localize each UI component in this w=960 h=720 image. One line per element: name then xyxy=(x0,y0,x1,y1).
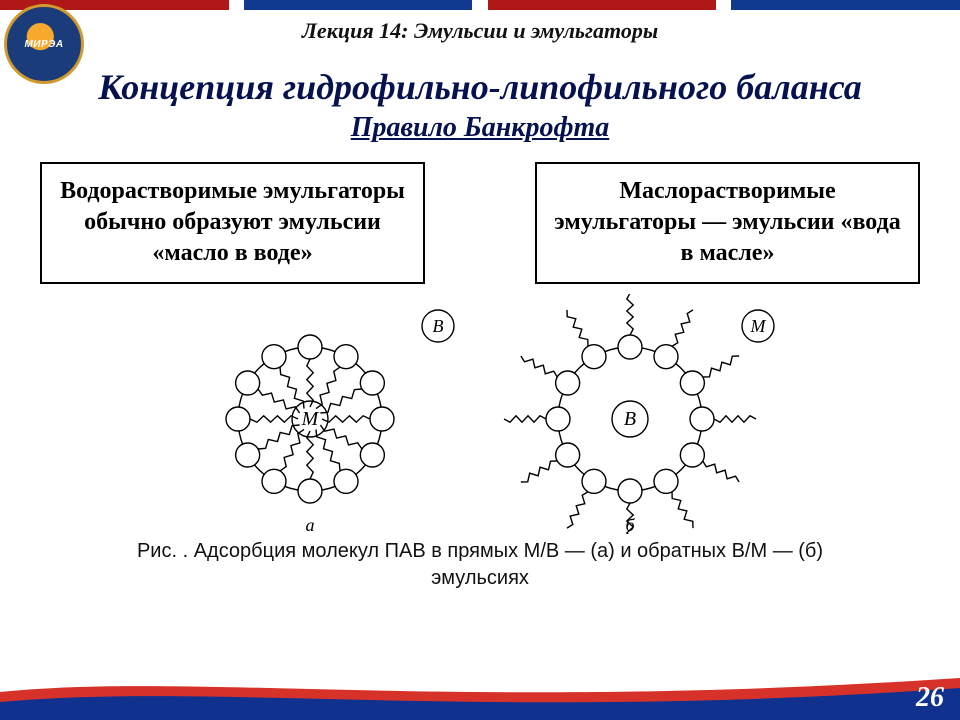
slide-title: Концепция гидрофильно-липофильного балан… xyxy=(0,66,960,108)
rule-boxes-row: Водорастворимые эмульгаторы обычно образ… xyxy=(0,144,960,284)
figure-caption: Рис. . Адсорбция молекул ПАВ в прямых М/… xyxy=(0,538,960,592)
stripe-seg xyxy=(244,0,473,10)
svg-text:б: б xyxy=(625,515,635,534)
micelle-diagram: М Ва В Мб xyxy=(130,294,830,534)
top-stripe xyxy=(0,0,960,10)
svg-text:М: М xyxy=(750,316,767,336)
stripe-seg xyxy=(488,0,717,10)
slide-subtitle: Правило Банкрофта xyxy=(0,112,960,144)
stripe-seg xyxy=(731,0,960,10)
rule-box-left: Водорастворимые эмульгаторы обычно образ… xyxy=(40,162,425,284)
stripe-seg xyxy=(716,0,731,10)
logo-label: МИРЭА xyxy=(24,39,63,50)
svg-text:В: В xyxy=(433,316,444,336)
svg-text:а: а xyxy=(306,515,315,534)
page-number: 26 xyxy=(916,682,944,714)
university-logo: МИРЭА xyxy=(4,4,84,84)
rule-box-right: Маслорастворимые эмульгаторы — эмульсии … xyxy=(535,162,920,284)
svg-text:В: В xyxy=(624,408,636,430)
stripe-seg xyxy=(472,0,487,10)
svg-text:М: М xyxy=(301,408,320,430)
footer-wave xyxy=(0,670,960,720)
stripe-seg xyxy=(229,0,244,10)
diagram-svg: М Ва В Мб xyxy=(130,294,830,534)
